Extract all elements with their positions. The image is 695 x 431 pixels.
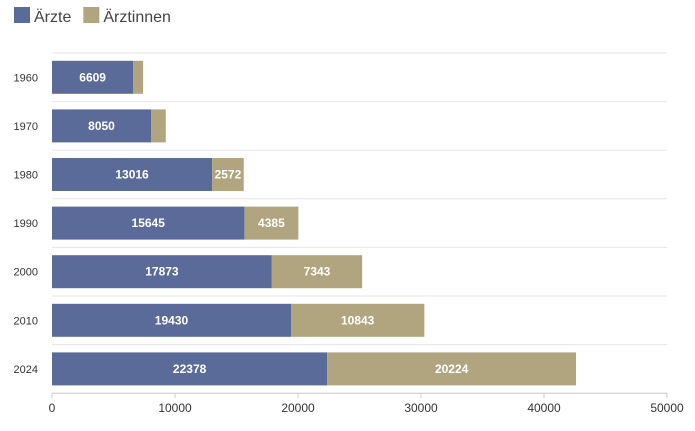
bar-aerztinnen — [151, 109, 166, 143]
bar-aerzte — [52, 255, 272, 289]
bar-aerzte — [52, 352, 328, 386]
x-tick-label: 0 — [49, 401, 56, 415]
legend-label-0: Ärzte — [34, 8, 71, 26]
x-tick-label: 20000 — [281, 401, 315, 415]
bar-aerzte — [52, 158, 213, 191]
category-label: 2010 — [14, 315, 38, 327]
bar-aerzte — [52, 206, 245, 240]
bar-aerztinnen — [271, 255, 363, 289]
legend-swatch-0 — [14, 7, 30, 23]
category-label: 1980 — [14, 170, 38, 182]
bars: 1960 6609 1970 8050 1980 13016 2572 1990 15645 43… — [14, 60, 577, 386]
bar-aerzte — [52, 109, 152, 143]
data-label: 22378 — [173, 362, 207, 376]
x-tick-label: 50000 — [650, 401, 684, 415]
data-label: 7343 — [304, 265, 331, 279]
category-label: 1960 — [14, 72, 38, 84]
bar-aerztinnen — [290, 303, 425, 337]
bar-aerzte — [52, 303, 291, 337]
data-label: 13016 — [115, 168, 149, 182]
bar-aerztinnen — [327, 352, 577, 386]
data-label: 4385 — [258, 216, 285, 230]
data-label: 8050 — [88, 119, 115, 133]
data-label: 6609 — [79, 70, 106, 84]
x-axis: 0 10000 20000 30000 40000 50000 — [49, 392, 684, 415]
data-label: 10843 — [341, 313, 375, 327]
data-label: 19430 — [155, 313, 189, 327]
row-gridlines — [52, 52, 667, 394]
category-label: 2000 — [14, 267, 38, 279]
category-label: 1990 — [14, 218, 38, 230]
category-label: 1970 — [14, 121, 38, 133]
legend-label-1: Ärztinnen — [103, 8, 171, 26]
bar-aerztinnen — [212, 158, 244, 191]
bar-aerzte — [52, 60, 134, 94]
category-label: 2024 — [14, 364, 38, 376]
x-tick-label: 40000 — [527, 401, 561, 415]
legend-swatch-1 — [83, 7, 100, 23]
data-label: 20224 — [435, 362, 469, 376]
x-tick-label: 30000 — [404, 401, 438, 415]
data-label: 17873 — [145, 265, 179, 279]
bar-aerztinnen — [133, 60, 144, 94]
x-tick-label: 10000 — [158, 401, 192, 415]
data-label: 2572 — [215, 168, 242, 182]
bar-aerztinnen — [244, 206, 299, 240]
legend: Ärzte Ärztinnen — [14, 7, 171, 26]
data-label: 15645 — [132, 216, 166, 230]
